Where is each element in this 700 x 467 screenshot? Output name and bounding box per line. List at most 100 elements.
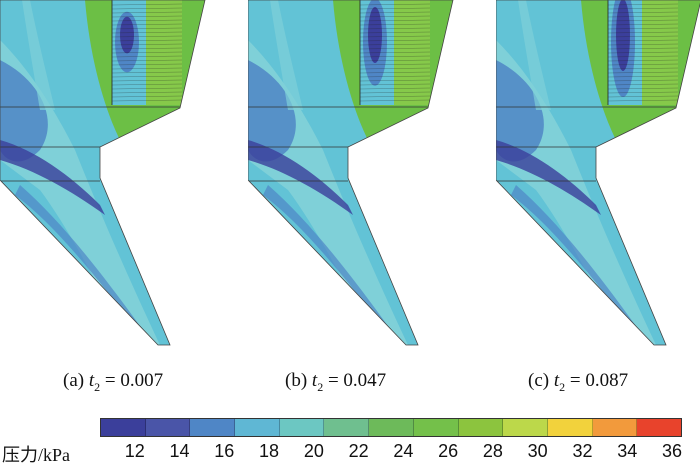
colorbar-tick: 18: [259, 441, 280, 461]
mesh-line: [359, 71, 431, 74]
blue-region: [248, 60, 296, 162]
colorbar-segment: [503, 419, 548, 436]
colorbar-segment: [101, 419, 146, 436]
cyan-streak: [270, 0, 303, 110]
mesh-line: [607, 3, 679, 6]
caption-b-value: = 0.047: [327, 370, 387, 391]
mesh-line: [607, 15, 679, 18]
mesh-line: [111, 15, 183, 18]
colorbar-tick: 34: [617, 441, 638, 461]
colorbar-segment: [190, 419, 236, 436]
mesh-line: [607, 31, 679, 34]
mesh-line: [359, 59, 431, 62]
mesh-line: [111, 39, 183, 42]
colorbar-segment: [324, 419, 370, 436]
mesh-line: [607, 23, 679, 26]
mesh-line: [111, 67, 183, 70]
mesh-line: [111, 43, 183, 46]
caption-a: (a) t2 = 0.007: [63, 370, 163, 395]
colorbar-segment: [279, 419, 325, 436]
colorbar-tick: 20: [303, 441, 324, 461]
mesh-line: [111, 47, 183, 50]
mesh-line: [359, 79, 431, 82]
colorbar-segment: [145, 419, 191, 436]
caption-c: (c) t2 = 0.087: [528, 370, 628, 395]
mesh-line: [359, 95, 431, 98]
colorbar-tick: 12: [124, 441, 145, 461]
low-pressure-core: [368, 7, 382, 63]
caption-a-var: t: [88, 370, 95, 391]
caption-b-prefix: (b): [285, 370, 312, 391]
mesh-line: [359, 7, 431, 10]
caption-c-var: t: [553, 370, 560, 391]
mesh-line: [607, 71, 679, 74]
mesh-line: [359, 23, 431, 26]
mesh-line: [359, 87, 431, 90]
low-pressure-core: [120, 16, 134, 54]
colorbar-segment: [592, 419, 638, 436]
cyan-streak: [518, 0, 551, 110]
mesh-line: [359, 83, 431, 86]
mesh-line: [607, 7, 679, 10]
mesh-line: [607, 95, 679, 98]
mesh-line: [607, 11, 679, 14]
mesh-line: [359, 63, 431, 66]
mesh-line: [111, 63, 183, 66]
mesh-line: [359, 43, 431, 46]
mesh-line: [359, 27, 431, 30]
caption-a-value: = 0.007: [104, 370, 164, 391]
caption-c-value: = 0.087: [569, 370, 629, 391]
colorbar-segment: [369, 419, 414, 436]
colorbar-tick: 16: [214, 441, 235, 461]
mesh-line: [607, 55, 679, 58]
contour-panel-c: [496, 0, 700, 350]
mesh-line: [607, 99, 679, 102]
colorbar-segment: [547, 419, 593, 436]
caption-b-var: t: [311, 370, 318, 391]
mesh-line: [111, 19, 183, 22]
colorbar-segment: [413, 419, 459, 436]
domain-outline: [496, 0, 700, 346]
mesh-line: [111, 55, 183, 58]
caption-c-prefix: (c): [528, 370, 554, 391]
contour-panel-a: [0, 0, 210, 350]
mesh-line: [111, 87, 183, 90]
mesh-line: [111, 35, 183, 38]
mesh-line: [359, 47, 431, 50]
mesh-line: [607, 27, 679, 30]
caption-b: (b) t2 = 0.047: [285, 370, 386, 395]
blue-region: [496, 60, 544, 162]
mesh-line: [111, 79, 183, 82]
mesh-line: [607, 43, 679, 46]
domain-outline: [0, 0, 206, 346]
mesh-line: [359, 15, 431, 18]
mesh-line: [111, 3, 183, 6]
colorbar-label: 压力/kPa: [2, 445, 71, 465]
flow-field: [496, 0, 700, 345]
caption-c-sub: 2: [559, 379, 566, 394]
mesh-line: [607, 83, 679, 86]
mesh-line: [111, 59, 183, 62]
mesh-line: [359, 39, 431, 42]
caption-a-prefix: (a): [63, 370, 89, 391]
mesh-line: [359, 3, 431, 6]
colorbar-tick: 14: [169, 441, 190, 461]
mesh-line: [607, 51, 679, 54]
colorbar-tick: 22: [348, 441, 369, 461]
mesh-line: [111, 27, 183, 30]
mesh-line: [359, 11, 431, 14]
mesh-line: [607, 59, 679, 62]
mesh-line: [111, 83, 183, 86]
dark-streak: [248, 140, 353, 215]
low-pressure-core: [616, 0, 630, 71]
mesh-line: [607, 67, 679, 70]
mesh-line: [111, 99, 183, 102]
mesh-line: [111, 31, 183, 34]
mesh-line: [359, 31, 431, 34]
mesh-line: [607, 35, 679, 38]
colorbar-tick: 26: [438, 441, 459, 461]
mesh-line: [607, 87, 679, 90]
dark-streak: [0, 140, 105, 215]
colorbar-tick: 36: [661, 441, 683, 461]
flow-field: [0, 0, 205, 345]
